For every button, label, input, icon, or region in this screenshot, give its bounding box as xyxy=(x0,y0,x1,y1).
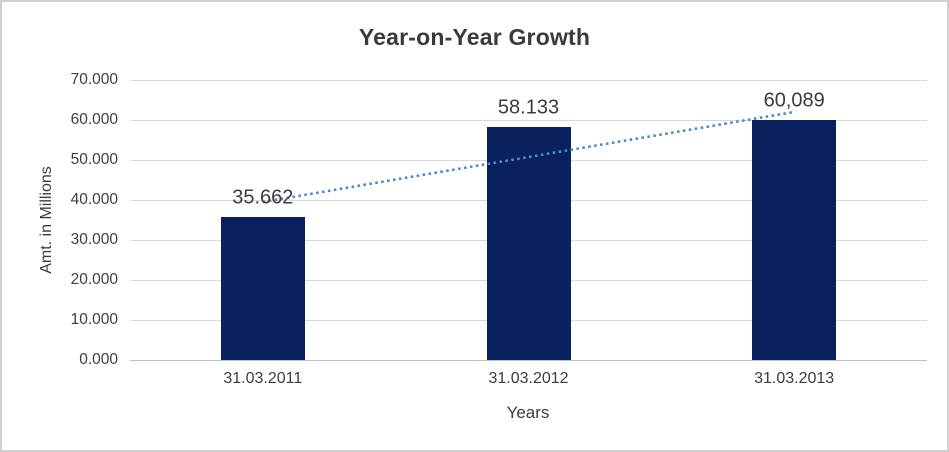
y-tick-label: 20.000 xyxy=(70,271,118,288)
gridline xyxy=(130,79,927,81)
data-label: 58.133 xyxy=(497,96,560,119)
y-tick-label: 60.000 xyxy=(70,111,118,128)
y-tick-label: 10.000 xyxy=(70,311,118,328)
bar-31.03.2012[interactable] xyxy=(486,127,571,360)
y-axis-title: Amt. in Millions xyxy=(38,166,55,274)
bar-31.03.2013[interactable] xyxy=(752,119,837,360)
data-label: 35.662 xyxy=(232,186,294,209)
y-tick-label: 30.000 xyxy=(70,231,118,248)
y-tick-label: 70.000 xyxy=(70,71,118,88)
y-tick-label: 50.000 xyxy=(70,151,118,168)
chart-title: Year-on-Year Growth xyxy=(358,24,591,50)
bar-31.03.2011[interactable] xyxy=(220,217,305,360)
data-label: 60,089 xyxy=(763,89,825,112)
x-tick-label: 31.03.2013 xyxy=(754,370,835,387)
x-tick-label: 31.03.2012 xyxy=(488,370,569,387)
y-tick-label: 40.000 xyxy=(70,191,118,208)
y-tick-label: 0.000 xyxy=(79,351,118,368)
x-axis-title: Years xyxy=(506,403,550,422)
x-tick-label: 31.03.2011 xyxy=(223,370,303,387)
x-axis-line xyxy=(130,359,927,361)
